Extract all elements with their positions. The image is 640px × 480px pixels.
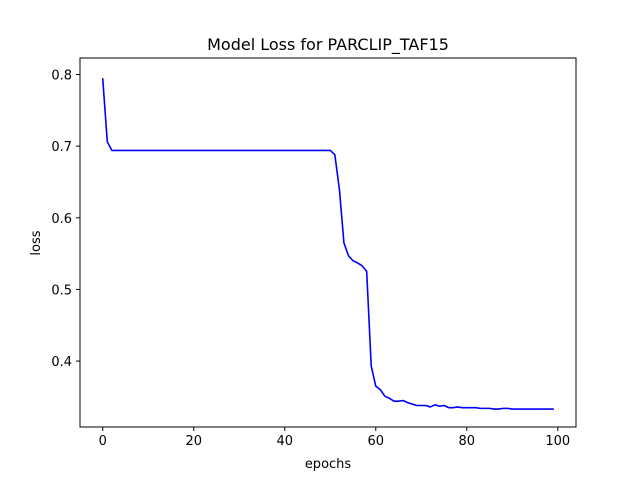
y-tick-label: 0.5 bbox=[51, 283, 72, 298]
y-axis: 0.4 0.5 0.6 0.7 0.8 bbox=[51, 68, 80, 370]
y-tick-label: 0.7 bbox=[51, 140, 72, 155]
x-axis: 0 20 40 60 80 100 bbox=[99, 427, 570, 449]
x-tick-label: 40 bbox=[276, 434, 293, 449]
loss-series-line bbox=[101, 77, 555, 410]
x-tick-label: 80 bbox=[459, 434, 476, 449]
plot-area bbox=[101, 77, 555, 410]
chart-title: Model Loss for PARCLIP_TAF15 bbox=[207, 35, 449, 55]
x-tick-label: 60 bbox=[368, 434, 385, 449]
y-tick-label: 0.8 bbox=[51, 68, 72, 83]
plot-frame bbox=[79, 57, 577, 428]
x-axis-label: epochs bbox=[305, 457, 352, 472]
x-tick-label: 100 bbox=[545, 434, 570, 449]
y-axis-label: loss bbox=[29, 230, 44, 255]
x-tick-label: 20 bbox=[185, 434, 202, 449]
x-tick-label: 0 bbox=[99, 434, 107, 449]
y-tick-label: 0.4 bbox=[51, 355, 72, 370]
y-tick-label: 0.6 bbox=[51, 212, 72, 227]
